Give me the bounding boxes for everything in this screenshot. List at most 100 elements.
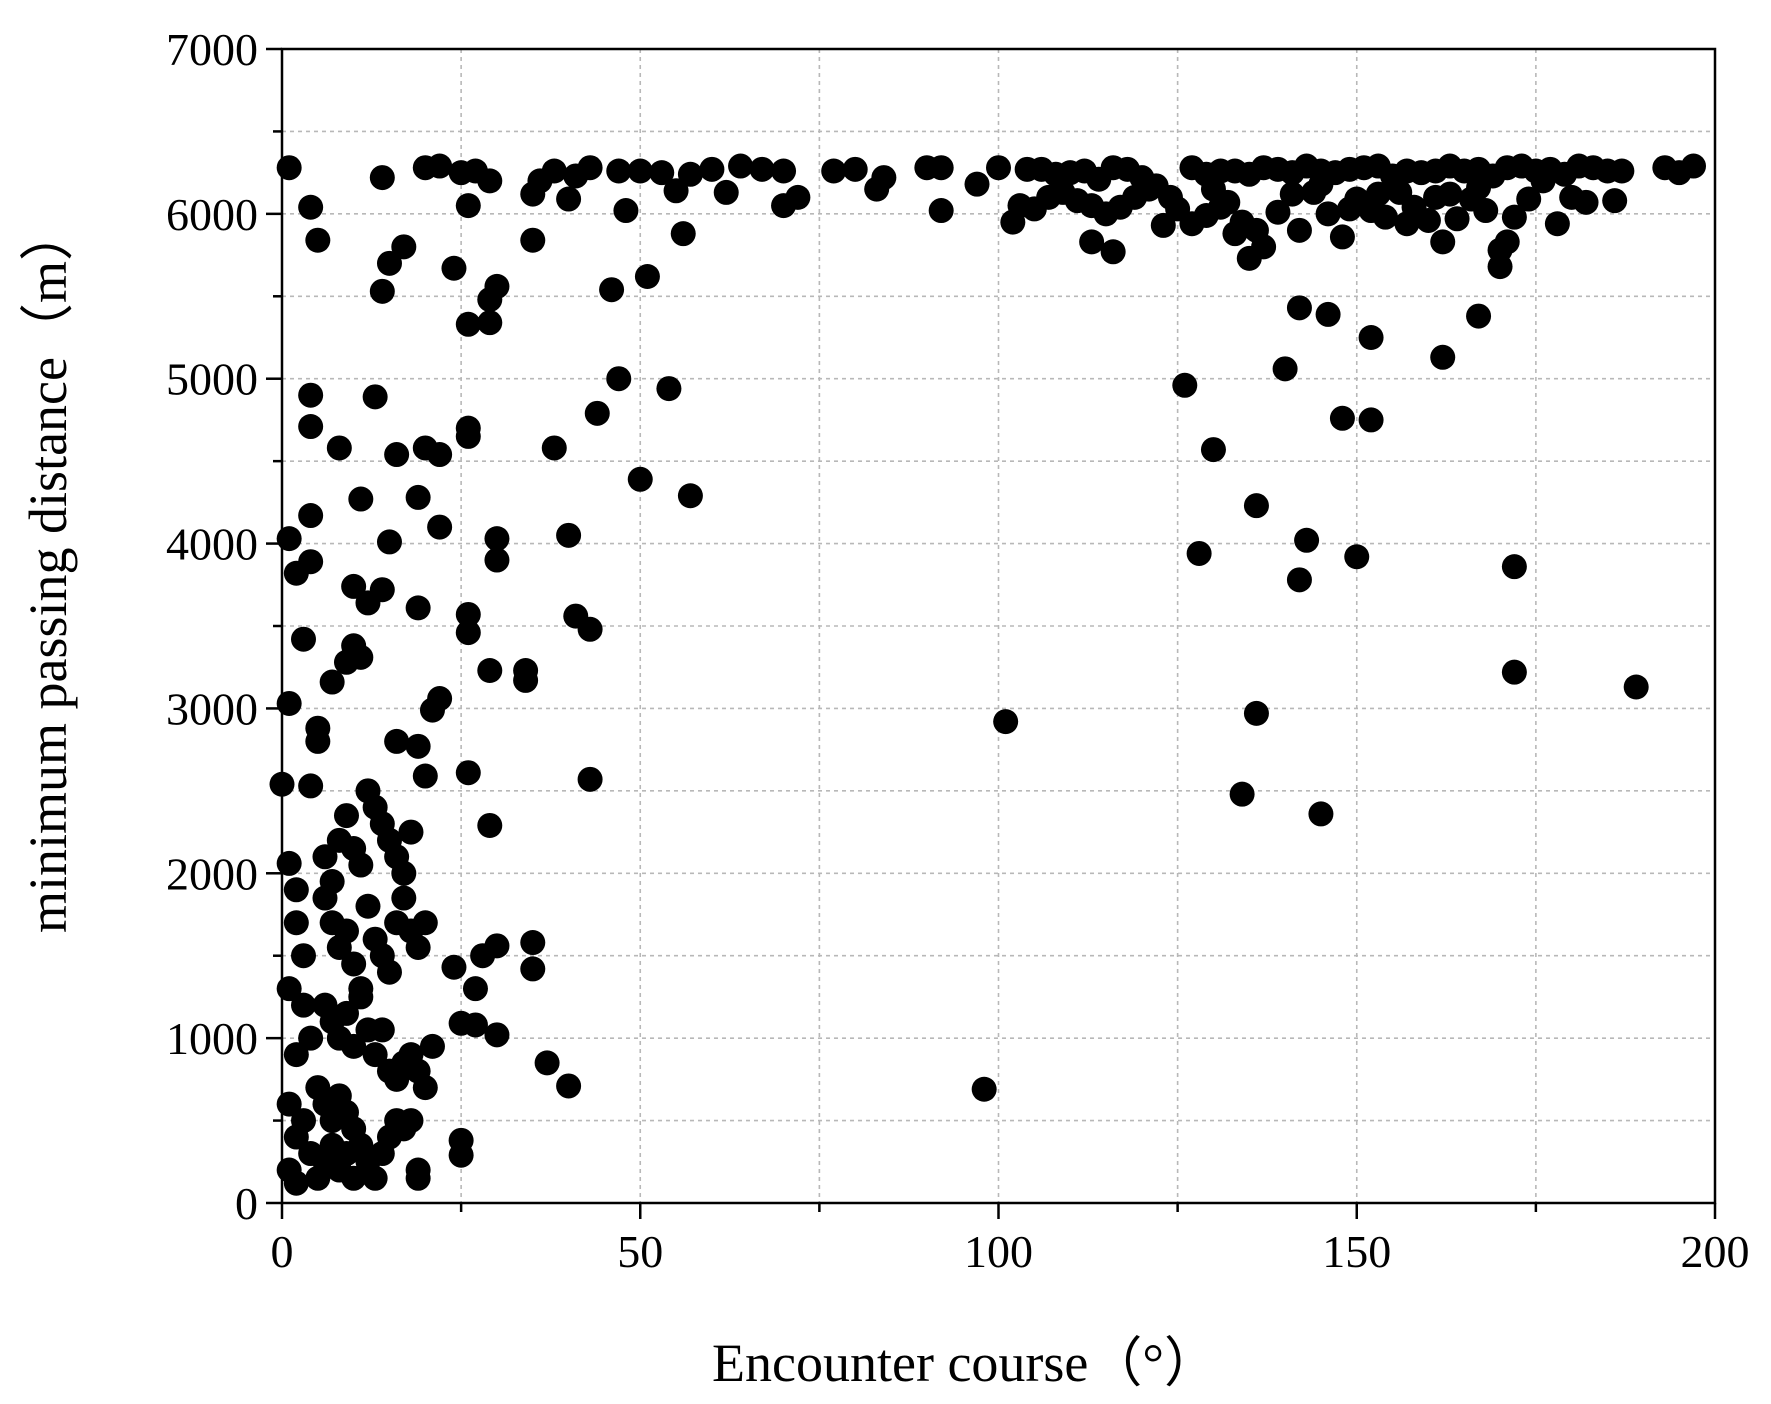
data-point	[577, 616, 603, 642]
data-point	[1444, 206, 1470, 232]
data-point	[1473, 198, 1499, 224]
data-point	[391, 885, 417, 911]
data-point	[348, 984, 374, 1010]
data-point	[276, 526, 302, 552]
data-point	[1100, 239, 1126, 265]
data-point	[455, 620, 481, 646]
x-tick-label: 150	[1322, 1226, 1391, 1277]
data-point	[455, 311, 481, 337]
data-point	[484, 1022, 510, 1048]
data-point	[993, 709, 1019, 735]
data-point	[1150, 212, 1176, 238]
data-point	[384, 442, 410, 468]
data-point	[627, 466, 653, 492]
data-point	[427, 442, 453, 468]
data-point	[1501, 204, 1527, 230]
data-point	[1430, 229, 1456, 255]
x-axis-title: Encounter course（°）	[712, 1333, 1218, 1393]
data-point	[441, 954, 467, 980]
data-point	[362, 1042, 388, 1068]
data-point	[376, 529, 402, 555]
data-point	[419, 1033, 445, 1059]
data-point	[333, 1000, 359, 1026]
data-point	[326, 435, 352, 461]
data-point	[298, 773, 324, 799]
y-tick-label: 6000	[166, 189, 258, 240]
data-point	[477, 168, 503, 194]
data-point	[477, 310, 503, 336]
data-point	[405, 733, 431, 759]
data-point	[670, 221, 696, 247]
data-point	[964, 171, 990, 197]
data-point	[606, 366, 632, 392]
data-point	[577, 155, 603, 181]
data-point	[341, 573, 367, 599]
data-point	[298, 382, 324, 408]
data-point	[1079, 229, 1105, 255]
data-point	[1272, 356, 1298, 382]
data-point	[484, 526, 510, 552]
data-point	[405, 934, 431, 960]
data-point	[677, 483, 703, 509]
data-point	[520, 930, 546, 956]
data-point	[520, 227, 546, 253]
data-point	[1494, 229, 1520, 255]
data-point	[298, 1025, 324, 1051]
data-point	[355, 893, 381, 919]
data-point	[405, 595, 431, 621]
data-point	[842, 156, 868, 182]
data-point	[290, 943, 316, 969]
data-point	[513, 658, 539, 684]
data-point	[699, 156, 725, 182]
data-point	[821, 158, 847, 184]
data-point	[1308, 801, 1334, 827]
data-point	[1681, 153, 1707, 179]
data-point	[1294, 527, 1320, 553]
data-point	[333, 1141, 359, 1167]
y-tick-label: 5000	[166, 354, 258, 405]
data-point	[341, 1033, 367, 1059]
data-point	[1530, 168, 1556, 194]
data-point	[448, 1142, 474, 1168]
data-point	[613, 198, 639, 224]
grid	[282, 49, 1715, 1203]
data-point	[986, 155, 1011, 181]
data-point	[341, 1165, 367, 1191]
data-point	[477, 812, 503, 838]
data-point	[1208, 194, 1234, 220]
x-tick-label: 100	[964, 1226, 1033, 1277]
data-point	[398, 1108, 424, 1134]
data-point	[290, 992, 316, 1018]
data-point	[312, 885, 338, 911]
data-point	[1279, 181, 1305, 207]
y-tick-label: 0	[235, 1178, 258, 1229]
data-point	[391, 860, 417, 886]
data-point	[1394, 211, 1420, 237]
data-point	[1623, 674, 1649, 700]
data-point	[398, 819, 424, 845]
data-point	[556, 186, 582, 212]
data-point	[298, 194, 324, 220]
data-point	[362, 1165, 388, 1191]
data-point	[713, 179, 739, 205]
data-point	[1501, 554, 1527, 580]
data-point	[412, 763, 438, 789]
data-point	[391, 234, 417, 260]
data-point	[556, 1073, 582, 1099]
data-point	[455, 601, 481, 627]
data-point	[484, 273, 510, 299]
data-point	[441, 255, 467, 281]
data-point	[1358, 325, 1384, 350]
data-point	[298, 414, 324, 440]
data-point	[606, 158, 632, 184]
data-point	[1329, 405, 1355, 431]
data-point	[1308, 171, 1334, 197]
data-point	[283, 1042, 309, 1068]
data-point	[283, 877, 309, 903]
data-point	[1365, 181, 1391, 207]
data-point	[369, 1017, 395, 1043]
data-point	[627, 158, 653, 184]
y-tick-label: 4000	[166, 519, 258, 570]
